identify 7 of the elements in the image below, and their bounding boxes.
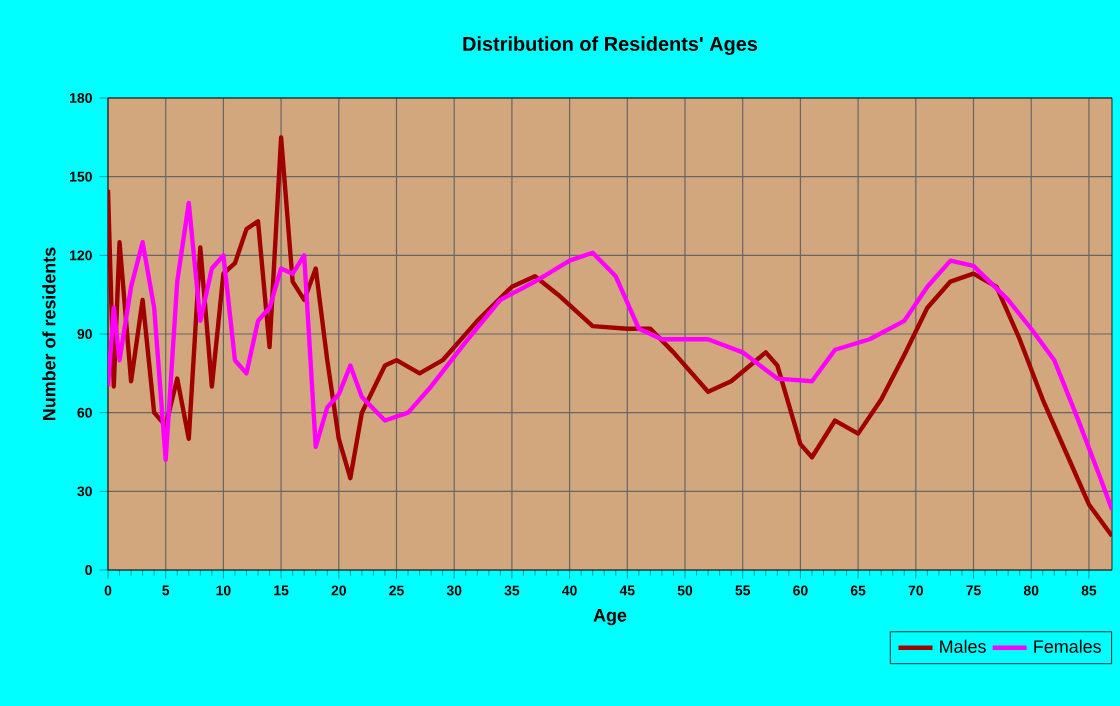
y-axis-title: Number of residents bbox=[42, 247, 56, 420]
line-series bbox=[108, 135, 1112, 539]
legend-label: Males bbox=[940, 639, 986, 653]
chart-title: Distribution of Residents' Ages bbox=[463, 36, 758, 55]
x-axis-title: Age bbox=[593, 609, 627, 626]
line-series bbox=[108, 200, 1112, 512]
legend-label: Females bbox=[1034, 639, 1101, 653]
